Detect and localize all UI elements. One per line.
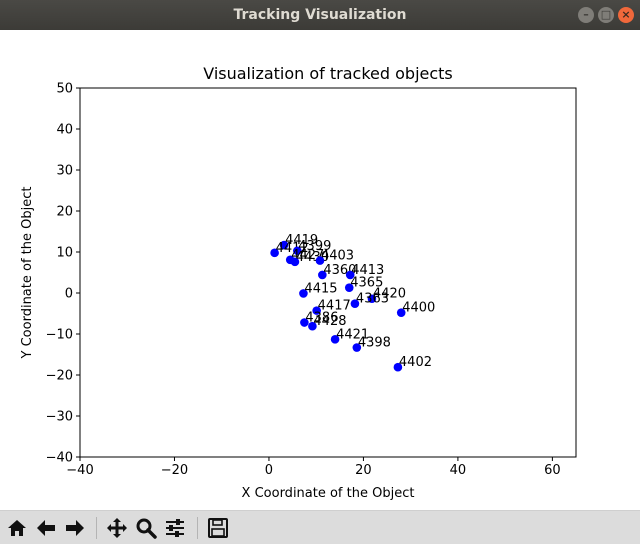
y-tick-label: −40	[46, 451, 73, 466]
data-point	[393, 362, 403, 372]
toolbar-separator	[96, 517, 97, 539]
pan-button[interactable]	[104, 515, 130, 541]
data-point	[300, 318, 309, 327]
point-label: 4428	[313, 314, 346, 329]
data-point	[396, 308, 406, 317]
window-titlebar[interactable]: Tracking Visualization – □ ×	[0, 0, 640, 30]
point-label: 4403	[321, 249, 354, 264]
maximize-button[interactable]: □	[598, 7, 614, 23]
data-point	[352, 343, 362, 352]
point-label: 4417	[318, 299, 351, 314]
point-label: 4398	[358, 336, 391, 351]
x-tick-label: 0	[265, 463, 273, 478]
configure-subplots-button[interactable]	[162, 515, 188, 541]
data-point	[330, 335, 340, 344]
data-point	[315, 256, 325, 265]
data-points: 4419441243994427443044034360441343654415…	[270, 233, 435, 372]
y-tick-label: −10	[46, 328, 73, 343]
toolbar-separator	[197, 517, 198, 539]
forward-button[interactable]	[62, 515, 88, 541]
point-label: 4420	[373, 287, 406, 302]
x-tick-label: −40	[66, 463, 93, 478]
window-title: Tracking Visualization	[233, 7, 407, 23]
figure-canvas[interactable]: Visualization of tracked objects −40 −20 0…	[0, 30, 640, 510]
sliders-icon	[166, 519, 184, 537]
data-point	[318, 270, 327, 280]
minimize-button[interactable]: –	[578, 7, 594, 23]
move-icon	[107, 518, 127, 538]
x-tick-label: 60	[544, 463, 561, 478]
point-label: 4421	[336, 327, 369, 342]
zoom-button[interactable]	[133, 515, 159, 541]
arrow-left-icon	[37, 520, 55, 536]
point-label: 4415	[304, 281, 337, 296]
y-tick-label: 30	[56, 164, 73, 179]
point-label: 4363	[356, 292, 389, 307]
plot-area	[79, 87, 577, 458]
data-point	[270, 248, 279, 258]
y-tick-label: 50	[56, 82, 73, 97]
scatter-chart: Visualization of tracked objects −40 −20 0…	[20, 64, 577, 501]
data-point	[344, 283, 354, 292]
back-button[interactable]	[33, 515, 59, 541]
y-axis-ticks: −40 −30 −20 −10 0 10 20 30 40 50	[46, 82, 80, 466]
close-button[interactable]: ×	[618, 7, 634, 23]
y-tick-label: 40	[56, 123, 73, 138]
data-point	[308, 321, 317, 331]
x-axis-ticks: −40 −20 0 20 40 60	[66, 457, 561, 478]
save-button[interactable]	[205, 515, 231, 541]
y-tick-label: 10	[56, 246, 73, 261]
data-point	[279, 240, 289, 250]
data-point	[350, 299, 360, 308]
data-point	[299, 289, 308, 298]
point-label: 4386	[305, 311, 338, 326]
chart-title: Visualization of tracked objects	[203, 64, 453, 83]
data-point	[345, 270, 355, 280]
home-button[interactable]	[4, 515, 30, 541]
window-controls: – □ ×	[578, 7, 634, 23]
data-point	[292, 246, 302, 256]
data-point	[312, 306, 321, 315]
point-label: 4419	[285, 233, 318, 248]
point-label: 4400	[402, 301, 435, 316]
y-tick-label: −30	[46, 410, 73, 425]
x-axis-label: X Coordinate of the Object	[242, 486, 415, 501]
data-point	[367, 294, 377, 304]
magnifier-icon	[136, 518, 157, 539]
floppy-disk-icon	[208, 518, 228, 538]
point-label: 4399	[298, 239, 331, 254]
y-tick-label: 0	[65, 287, 73, 302]
point-label: 4365	[350, 276, 383, 291]
point-label: 4413	[351, 263, 384, 278]
point-label: 4402	[399, 355, 432, 370]
home-icon	[8, 520, 26, 536]
x-tick-label: −20	[161, 463, 188, 478]
x-tick-label: 40	[450, 463, 467, 478]
data-point	[290, 257, 300, 267]
y-axis-label: Y Coordinate of the Object	[20, 187, 35, 360]
navigation-toolbar	[0, 510, 640, 544]
y-tick-label: −20	[46, 369, 73, 384]
arrow-right-icon	[66, 520, 84, 536]
y-tick-label: 20	[56, 205, 73, 220]
x-tick-label: 20	[355, 463, 372, 478]
